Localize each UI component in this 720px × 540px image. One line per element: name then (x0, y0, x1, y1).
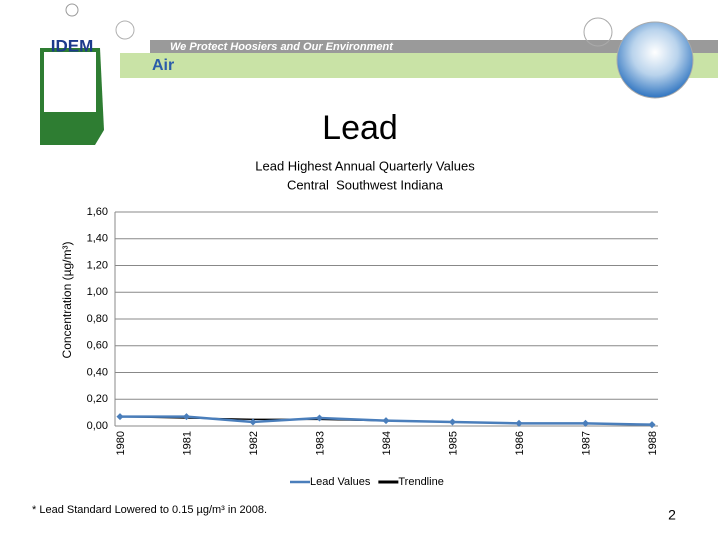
page-number: 2 (668, 507, 676, 523)
decor-circle (65, 3, 79, 17)
chart-subtitle: Central Southwest Indiana (287, 177, 444, 192)
y-tick-label: 0,20 (87, 393, 108, 405)
logo-panel (44, 52, 96, 112)
sky-image (616, 21, 694, 99)
y-tick-label: 0,60 (87, 340, 108, 352)
x-tick-label: 1981 (181, 431, 193, 455)
point-marker (382, 417, 390, 425)
y-tick-label: 1,20 (87, 259, 108, 271)
point-marker (182, 413, 191, 421)
point-marker (249, 418, 257, 426)
legend-label: Lead Values (310, 476, 371, 488)
point-marker (315, 414, 324, 422)
slide-title: Lead (322, 109, 398, 147)
x-tick-label: 1988 (647, 431, 659, 455)
point-marker (515, 419, 523, 427)
y-tick-label: 0,40 (87, 366, 108, 378)
header-band (150, 40, 718, 53)
x-tick-label: 1983 (314, 431, 326, 455)
decor-circle (583, 17, 613, 47)
section: Air (152, 57, 174, 74)
x-tick-label: 1980 (115, 431, 127, 455)
x-tick-label: 1984 (381, 431, 393, 455)
x-tick-label: 1987 (580, 431, 592, 455)
x-tick-label: 1986 (514, 431, 526, 455)
y-tick-label: 0,80 (87, 313, 108, 325)
x-tick-label: 1982 (248, 431, 260, 455)
decor-circle (115, 20, 135, 40)
legend-label: Trendline (398, 476, 443, 488)
logo: IDEM (51, 36, 94, 55)
point-marker (648, 421, 656, 429)
slogan: We Protect Hoosiers and Our Environment (170, 41, 394, 53)
x-tick-label: 1985 (447, 431, 459, 455)
footnote: * Lead Standard Lowered to 0.15 µg/m³ in… (32, 504, 267, 516)
y-tick-label: 1,00 (87, 286, 108, 298)
chart-title: Lead Highest Annual Quarterly Values (255, 158, 475, 173)
y-tick-label: 1,40 (87, 233, 108, 245)
point-marker (116, 413, 124, 421)
y-axis-label: Concentration (µg/m³) (60, 242, 74, 359)
point-marker (581, 419, 590, 427)
y-tick-label: 1,60 (87, 206, 108, 218)
y-tick-label: 0,00 (87, 420, 108, 432)
point-marker (448, 418, 457, 426)
